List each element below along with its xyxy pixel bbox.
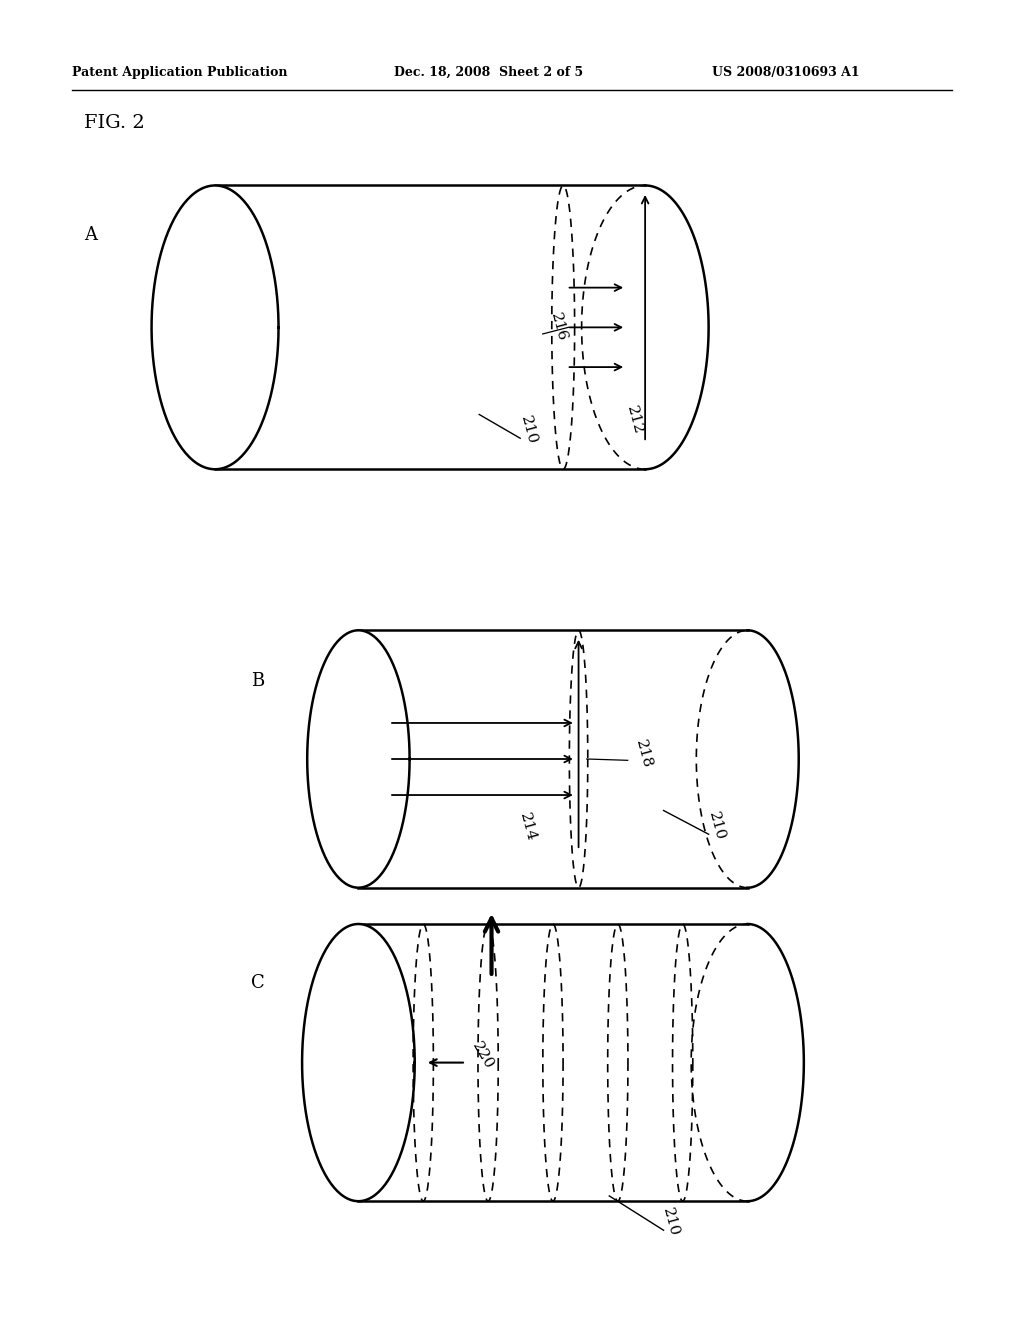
Text: 210: 210 xyxy=(707,810,727,842)
Text: 214: 214 xyxy=(517,812,538,843)
Text: C: C xyxy=(251,974,264,993)
Text: B: B xyxy=(251,672,264,690)
Text: Dec. 18, 2008  Sheet 2 of 5: Dec. 18, 2008 Sheet 2 of 5 xyxy=(394,66,584,79)
Text: FIG. 2: FIG. 2 xyxy=(84,114,144,132)
Polygon shape xyxy=(302,924,415,1201)
Text: 220: 220 xyxy=(469,1040,496,1072)
Text: US 2008/0310693 A1: US 2008/0310693 A1 xyxy=(712,66,859,79)
Text: A: A xyxy=(84,226,97,244)
Text: 210: 210 xyxy=(518,414,539,446)
Text: 210: 210 xyxy=(660,1206,681,1238)
Text: 216: 216 xyxy=(548,312,569,343)
Text: 212: 212 xyxy=(625,404,645,436)
Polygon shape xyxy=(152,186,279,469)
Polygon shape xyxy=(307,631,410,887)
Text: Patent Application Publication: Patent Application Publication xyxy=(72,66,287,79)
Text: 218: 218 xyxy=(633,738,654,770)
